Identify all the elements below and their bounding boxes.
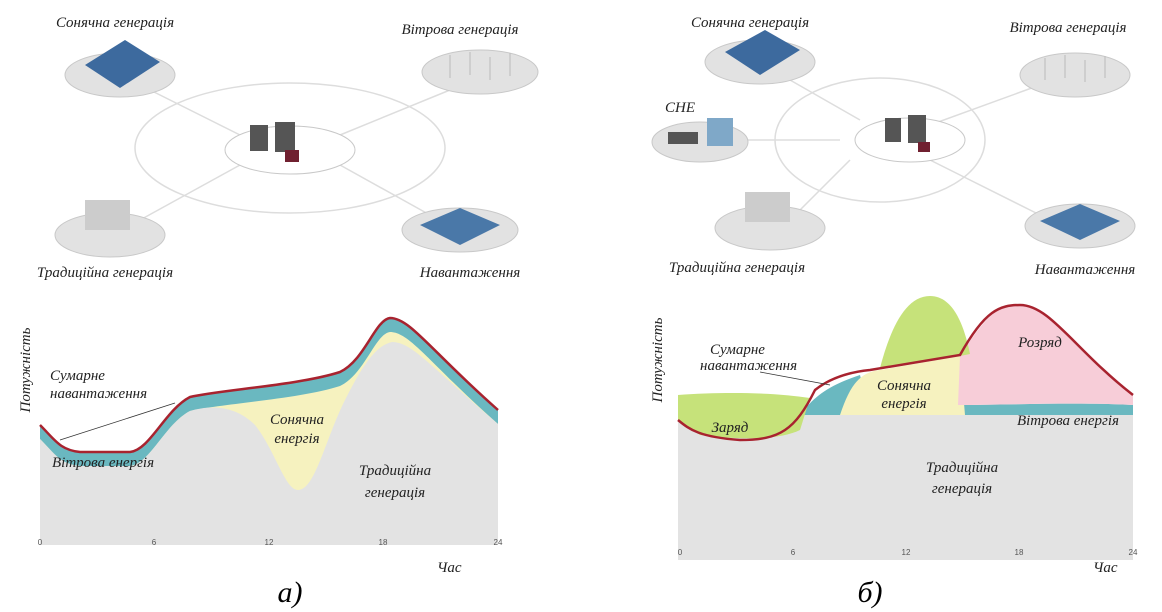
hub-icon — [250, 125, 268, 151]
x-tick-label: 0 — [38, 538, 43, 547]
node-label: Традиційна генерація — [669, 260, 805, 276]
link — [929, 159, 1041, 216]
node-pad — [651, 121, 749, 163]
annotation: навантаження — [50, 386, 147, 402]
y-label: Потужність — [650, 317, 666, 403]
x-label: Час — [1093, 560, 1118, 576]
plant-icon — [85, 200, 130, 230]
annotation: енергія — [274, 431, 319, 447]
load-icon — [1040, 204, 1120, 240]
link — [789, 79, 861, 121]
wind-area — [958, 403, 1133, 415]
plant-icon — [745, 192, 790, 222]
annotation: Сонячна — [877, 378, 931, 394]
link — [339, 164, 431, 216]
hub-icon — [885, 118, 901, 142]
x-tick-label: 12 — [902, 548, 911, 557]
link — [799, 159, 851, 211]
annotation: Сумарне — [50, 368, 105, 384]
x-tick-label: 24 — [1129, 548, 1138, 557]
annotation: Традиційна — [359, 463, 431, 479]
node-label: Навантаження — [1034, 262, 1135, 278]
x-tick-label: 0 — [678, 548, 683, 557]
wind-icon — [1044, 55, 1106, 82]
leader — [59, 402, 176, 441]
solar-icon — [85, 40, 160, 88]
x-tick-label: 6 — [791, 548, 796, 557]
node-label: Вітрова генерація — [401, 22, 518, 38]
chart-a: Потужність Сумарне навантаження Сонячна … — [18, 316, 503, 576]
node-label: Сонячна генерація — [691, 15, 809, 31]
solar-icon — [725, 30, 800, 75]
link — [139, 164, 241, 221]
charge-area — [678, 393, 810, 439]
node-label: СНЕ — [665, 100, 695, 116]
y-label: Потужність — [18, 327, 34, 413]
load-icon — [420, 208, 500, 245]
hub-icon — [285, 150, 299, 162]
ring — [134, 82, 446, 214]
caption: б) — [857, 576, 882, 609]
load-line — [677, 303, 1134, 442]
annotation: Сумарне — [710, 342, 765, 358]
x-tick-label: 12 — [265, 538, 274, 547]
annotation: Вітрова енергія — [1017, 413, 1119, 429]
wind-icon — [449, 52, 511, 80]
x-tick-label: 24 — [494, 538, 503, 547]
annotation: Традиційна — [926, 460, 998, 476]
solar-peak — [880, 296, 970, 368]
annotation: Заряд — [712, 420, 749, 436]
leader — [759, 371, 831, 386]
annotation: Розряд — [1017, 335, 1062, 351]
chart-b: Потужність Сумарне навантаження Сонячна … — [650, 296, 1138, 576]
x-label: Час — [437, 560, 462, 576]
annotation: енергія — [881, 396, 926, 412]
annotation: навантаження — [700, 358, 797, 374]
x-tick-label: 18 — [1015, 548, 1024, 557]
network-b: Сонячна генерація Вітрова генерація СНЕ … — [651, 15, 1136, 278]
annotation: генерація — [932, 481, 992, 497]
node-label: Традиційна генерація — [37, 265, 173, 281]
annotation: Сонячна — [270, 412, 324, 428]
node-pad — [1019, 52, 1131, 98]
link — [149, 89, 241, 136]
hub-icon — [275, 122, 295, 152]
caption: а) — [278, 576, 303, 609]
node-pad — [421, 49, 539, 95]
x-tick-label: 6 — [152, 538, 157, 547]
network-a: Сонячна генерація Вітрова генерація Трад… — [37, 15, 539, 281]
traditional-area — [40, 342, 498, 545]
solar-area — [840, 356, 965, 415]
link — [929, 84, 1041, 126]
storage-icon — [707, 118, 733, 146]
annotation: Вітрова енергія — [52, 455, 154, 471]
link — [339, 89, 451, 136]
annotation: генерація — [365, 485, 425, 501]
storage-icon — [668, 132, 698, 144]
node-label: Навантаження — [419, 265, 520, 281]
node-label: Сонячна генерація — [56, 15, 174, 31]
hub-icon — [908, 115, 926, 143]
discharge-area — [958, 305, 1133, 405]
x-tick-label: 18 — [379, 538, 388, 547]
hub-icon — [918, 142, 930, 152]
node-label: Вітрова генерація — [1009, 20, 1126, 36]
load-line — [39, 316, 499, 454]
